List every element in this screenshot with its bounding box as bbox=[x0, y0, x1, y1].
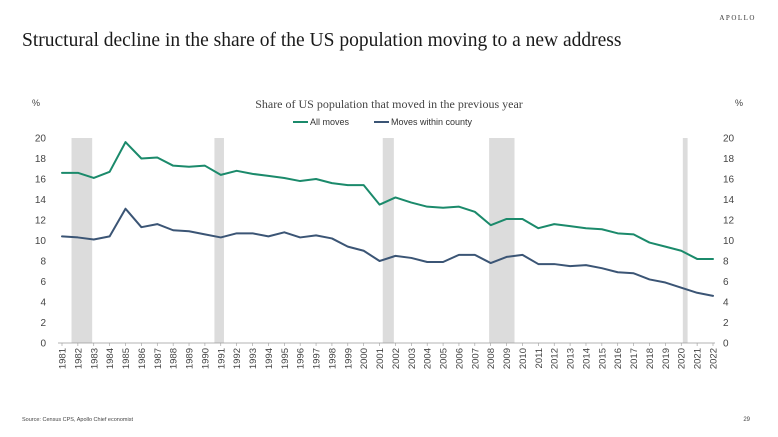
y-tick-label-left: 6 bbox=[40, 277, 46, 288]
x-tick-label: 2019 bbox=[661, 348, 672, 369]
x-tick-label: 2021 bbox=[693, 348, 704, 369]
y-tick-label-right: 8 bbox=[723, 257, 729, 268]
page-number: 29 bbox=[743, 417, 750, 423]
x-tick-label: 1982 bbox=[73, 348, 84, 369]
source-note: Source: Census CPS, Apollo Chief economi… bbox=[22, 417, 133, 423]
x-tick-label: 2010 bbox=[518, 348, 529, 369]
y-tick-label-right: 12 bbox=[723, 216, 735, 227]
y-tick-label-left: 14 bbox=[35, 195, 47, 206]
recession-band bbox=[382, 138, 394, 343]
y-tick-label-left: 18 bbox=[35, 154, 47, 165]
y-tick-label-left: 8 bbox=[40, 257, 46, 268]
y-tick-label-right: 14 bbox=[723, 195, 735, 206]
brand-logo: APOLLO bbox=[719, 14, 756, 22]
series-line-all-moves bbox=[61, 141, 714, 260]
y-tick-label-left: 20 bbox=[35, 134, 47, 145]
x-tick-label: 1996 bbox=[296, 348, 307, 369]
x-tick-label: 2016 bbox=[613, 348, 624, 369]
y-tick-label-right: 10 bbox=[723, 236, 735, 247]
x-tick-label: 1993 bbox=[248, 348, 259, 369]
legend-item-moves-within-county: Moves within county bbox=[391, 117, 473, 127]
x-tick-label: 2007 bbox=[470, 348, 481, 369]
y-axis-unit-left: % bbox=[32, 98, 40, 108]
x-tick-label: 1997 bbox=[312, 348, 323, 369]
x-tick-label: 2013 bbox=[566, 348, 577, 369]
x-tick-label: 2002 bbox=[391, 348, 402, 369]
x-tick-label: 1983 bbox=[89, 348, 100, 369]
legend-item-all-moves: All moves bbox=[310, 117, 350, 127]
y-tick-label-left: 16 bbox=[35, 175, 47, 186]
y-tick-label-left: 0 bbox=[40, 339, 46, 350]
x-tick-label: 1981 bbox=[58, 348, 69, 369]
y-axis-unit-right: % bbox=[735, 98, 743, 108]
recession-band bbox=[71, 138, 93, 343]
x-tick-label: 1985 bbox=[121, 348, 132, 369]
x-tick-label: 1990 bbox=[200, 348, 211, 369]
y-tick-label-right: 18 bbox=[723, 154, 735, 165]
x-tick-label: 2015 bbox=[597, 348, 608, 369]
x-tick-label: 2006 bbox=[454, 348, 465, 369]
page-title: Structural decline in the share of the U… bbox=[22, 30, 622, 51]
y-tick-label-left: 4 bbox=[40, 298, 46, 309]
x-tick-label: 2005 bbox=[439, 348, 450, 369]
x-tick-label: 1995 bbox=[280, 348, 291, 369]
x-tick-label: 1994 bbox=[264, 348, 275, 369]
x-tick-label: 1989 bbox=[185, 348, 196, 369]
recession-band bbox=[682, 138, 688, 343]
x-tick-label: 2009 bbox=[502, 348, 513, 369]
y-tick-label-right: 4 bbox=[723, 298, 729, 309]
x-tick-label: 1991 bbox=[216, 348, 227, 369]
y-tick-label-right: 16 bbox=[723, 175, 735, 186]
x-tick-label: 2000 bbox=[359, 348, 370, 369]
chart-title: Share of US population that moved in the… bbox=[255, 97, 523, 111]
x-tick-label: 1992 bbox=[232, 348, 243, 369]
x-tick-label: 2014 bbox=[581, 348, 592, 369]
x-tick-label: 2018 bbox=[645, 348, 656, 369]
x-tick-label: 1984 bbox=[105, 348, 116, 369]
series-line-moves-within-county bbox=[61, 207, 714, 297]
x-tick-label: 1986 bbox=[137, 348, 148, 369]
y-tick-label-right: 2 bbox=[723, 318, 729, 329]
x-tick-label: 1998 bbox=[327, 348, 338, 369]
recession-band bbox=[214, 138, 224, 343]
y-tick-label-left: 12 bbox=[35, 216, 47, 227]
x-tick-label: 1999 bbox=[343, 348, 354, 369]
x-tick-label: 1987 bbox=[153, 348, 164, 369]
x-tick-label: 2011 bbox=[534, 348, 545, 368]
y-tick-label-left: 10 bbox=[35, 236, 47, 247]
y-tick-label-right: 0 bbox=[723, 339, 729, 350]
recession-band bbox=[489, 138, 515, 343]
x-tick-label: 2004 bbox=[423, 348, 434, 369]
x-tick-label: 2017 bbox=[629, 348, 640, 369]
x-tick-label: 2003 bbox=[407, 348, 418, 369]
y-tick-label-right: 20 bbox=[723, 134, 735, 145]
x-tick-label: 2012 bbox=[550, 348, 561, 369]
x-tick-label: 2022 bbox=[709, 348, 720, 369]
x-tick-label: 2001 bbox=[375, 348, 386, 369]
y-tick-label-left: 2 bbox=[40, 318, 46, 329]
x-tick-label: 2020 bbox=[677, 348, 688, 369]
x-tick-label: 1988 bbox=[169, 348, 180, 369]
x-tick-label: 2008 bbox=[486, 348, 497, 369]
y-tick-label-right: 6 bbox=[723, 277, 729, 288]
